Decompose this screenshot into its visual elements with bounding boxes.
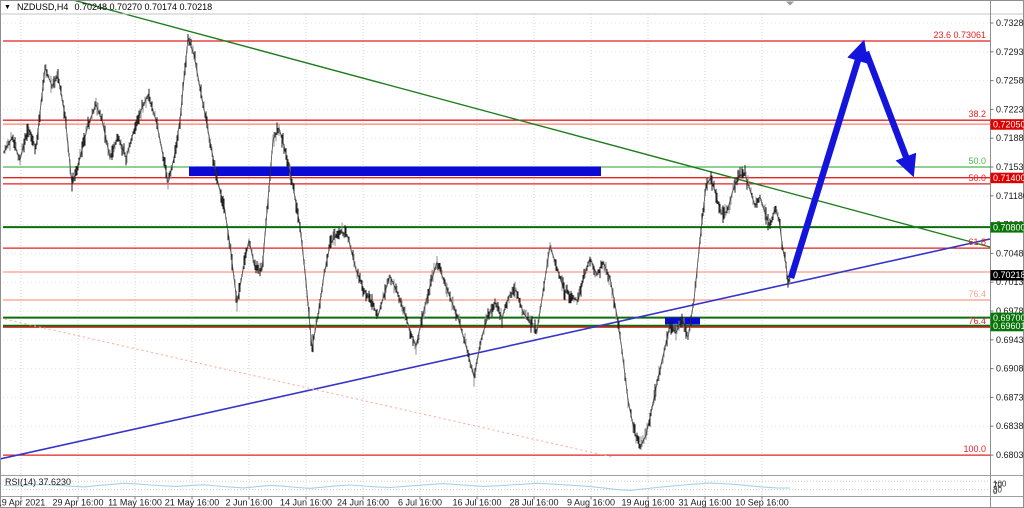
svg-text:0.71400: 0.71400 xyxy=(993,173,1024,183)
svg-text:0.69700: 0.69700 xyxy=(993,313,1024,323)
candlesticks xyxy=(3,34,791,450)
price-badge-0.69700: 0.69700 xyxy=(990,312,1024,324)
price-badge-0.72050: 0.72050 xyxy=(990,119,1024,130)
svg-text:0.72050: 0.72050 xyxy=(993,119,1024,129)
chart-title-bar: ▼ NZDUSD,H4 0.70248 0.70270 0.70174 0.70… xyxy=(4,2,212,12)
descending-trendline[interactable] xyxy=(72,0,991,248)
svg-text:0.69601: 0.69601 xyxy=(993,321,1024,331)
current-price-badge: 0.70218 xyxy=(990,270,1024,281)
svg-text:23.6 0.73061: 23.6 0.73061 xyxy=(933,30,986,40)
svg-text:11 May 16:00: 11 May 16:00 xyxy=(108,498,162,508)
svg-text:76.4: 76.4 xyxy=(968,289,986,299)
trendlines xyxy=(0,0,991,460)
price-badge-0.69601: 0.69601 xyxy=(990,320,1024,332)
svg-text:0: 0 xyxy=(993,487,998,496)
time-axis: 19 Apr 2021 29 Apr 16:00 11 May 16:00 21 Ma… xyxy=(0,496,789,508)
chart-collapse-arrow-icon[interactable]: ▼ xyxy=(4,3,11,11)
svg-text:28 Jul 16:00: 28 Jul 16:00 xyxy=(509,498,558,508)
svg-text:31 Aug 16:00: 31 Aug 16:00 xyxy=(678,498,731,508)
chart-ohlc-quote: 0.70248 0.70270 0.70174 0.70218 xyxy=(74,2,213,12)
svg-text:2 Jun 16:00: 2 Jun 16:00 xyxy=(225,498,272,508)
svg-text:19 Apr 2021: 19 Apr 2021 xyxy=(0,498,45,508)
svg-text:38.2: 38.2 xyxy=(968,109,986,119)
svg-text:50.0: 50.0 xyxy=(968,156,986,166)
rsi-line xyxy=(3,482,791,491)
svg-text:29 Apr 16:00: 29 Apr 16:00 xyxy=(52,498,103,508)
svg-text:61.8: 61.8 xyxy=(968,237,986,247)
svg-text:100.0: 100.0 xyxy=(963,444,986,454)
svg-text:70: 70 xyxy=(993,481,1002,490)
svg-text:24 Jun 16:00: 24 Jun 16:00 xyxy=(337,498,389,508)
price-levels xyxy=(3,40,990,456)
ascending-trendline[interactable] xyxy=(0,238,991,460)
svg-text:16 Jul 16:00: 16 Jul 16:00 xyxy=(452,498,501,508)
svg-text:14 Jun 16:00: 14 Jun 16:00 xyxy=(280,498,332,508)
chart-symbol-period: NZDUSD,H4 xyxy=(16,2,69,12)
forecast-arrow[interactable] xyxy=(787,39,917,279)
svg-text:10 Sep 16:00: 10 Sep 16:00 xyxy=(735,498,789,508)
price-badge-0.70800: 0.70800 xyxy=(990,222,1024,233)
svg-text:100: 100 xyxy=(993,480,1007,489)
time-marker-icon xyxy=(786,1,794,6)
svg-text:6 Jul 16:00: 6 Jul 16:00 xyxy=(398,498,442,508)
svg-text:9 Aug 16:00: 9 Aug 16:00 xyxy=(567,498,615,508)
svg-text:19 Aug 16:00: 19 Aug 16:00 xyxy=(621,498,674,508)
supply-zone-box[interactable] xyxy=(189,166,601,177)
svg-text:21 May 16:00: 21 May 16:00 xyxy=(165,498,220,508)
svg-text:76.4: 76.4 xyxy=(968,316,986,326)
svg-text:0.70218: 0.70218 xyxy=(993,270,1024,280)
svg-text:0.70800: 0.70800 xyxy=(993,222,1024,232)
price-badge-0.71400: 0.71400 xyxy=(990,172,1024,184)
svg-text:50.0: 50.0 xyxy=(968,173,986,183)
fib-level-labels: 23.6 0.73061 38.2 50.0 50.0 61.8 76.4 76.4 100.… xyxy=(933,30,986,454)
rsi-indicator-label: RSI(14) 37.6230 xyxy=(5,477,72,487)
svg-text:30: 30 xyxy=(993,486,1002,495)
